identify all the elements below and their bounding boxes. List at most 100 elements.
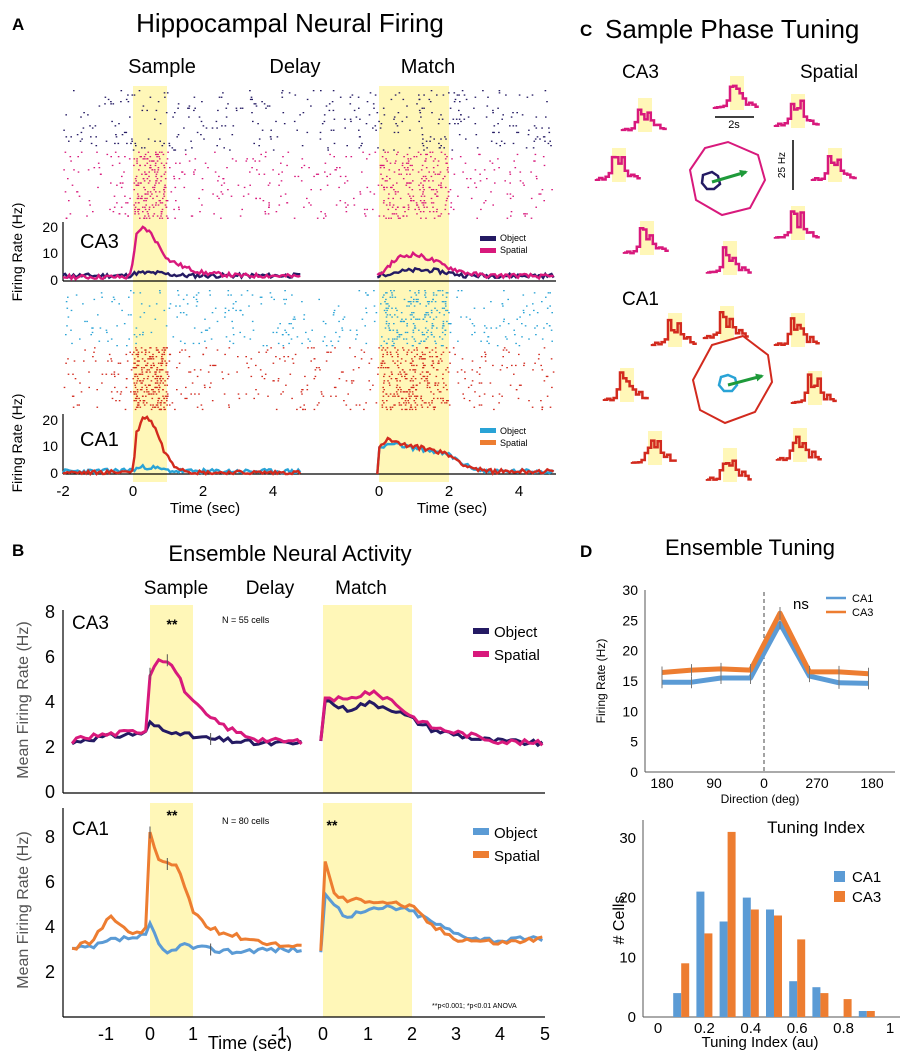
raster-spike (440, 138, 442, 140)
raster-spike (420, 356, 422, 358)
raster-spike (186, 303, 189, 305)
raster-spike (392, 360, 394, 362)
raster-spike (382, 367, 385, 369)
raster-spike (219, 138, 221, 140)
raster-spike (442, 94, 445, 96)
raster-spike (446, 169, 449, 171)
raster-spike (429, 101, 432, 103)
raster-spike (442, 373, 444, 375)
raster-spike (434, 301, 437, 303)
raster-spike (137, 404, 139, 406)
raster-spike (131, 353, 134, 356)
raster-spike (507, 323, 510, 325)
raster-spike (424, 314, 426, 316)
raster-spike (382, 356, 384, 358)
raster-spike (262, 200, 265, 202)
raster-spike (403, 156, 405, 158)
raster-spike (157, 362, 160, 364)
raster-spike (155, 356, 158, 358)
raster-spike (334, 169, 336, 171)
raster-spike (479, 367, 481, 369)
raster-spike (443, 307, 446, 309)
raster-spike (532, 147, 535, 149)
raster-spike (383, 380, 386, 382)
raster-spike (148, 206, 151, 208)
raster-spike (401, 164, 404, 167)
raster-spike (198, 197, 200, 200)
raster-spike (398, 169, 400, 171)
raster-spike (155, 153, 157, 156)
raster-spike (146, 389, 148, 391)
raster-spike (320, 391, 323, 393)
raster-spike (516, 112, 518, 114)
raster-spike (139, 182, 142, 184)
raster-spike (408, 395, 410, 397)
raster-spike (407, 400, 409, 402)
raster-spike (353, 109, 356, 112)
raster-spike (422, 364, 425, 367)
raster-spike (338, 336, 341, 338)
tuning-curve (594, 155, 641, 181)
raster-spike (232, 125, 235, 127)
raster-spike (409, 314, 412, 316)
raster-spike (492, 204, 494, 206)
raster-spike (204, 329, 207, 331)
raster-spike (289, 373, 292, 375)
raster-spike (419, 382, 421, 384)
raster-spike (393, 171, 396, 173)
raster-spike (438, 362, 440, 364)
raster-spike (249, 171, 251, 173)
raster-spike (153, 189, 155, 191)
raster-spike (408, 389, 411, 391)
raster-spike (420, 378, 423, 380)
raster-spike (110, 360, 113, 362)
raster-spike (384, 151, 386, 153)
raster-spike (460, 316, 462, 318)
raster-spike (406, 351, 409, 353)
raster-spike (369, 92, 372, 94)
raster-spike (415, 294, 418, 296)
raster-spike (116, 391, 119, 393)
raster-spike (424, 353, 426, 356)
ytick: 8 (45, 827, 55, 847)
raster-spike (335, 204, 338, 206)
raster-spike (492, 109, 494, 112)
raster-spike (397, 131, 400, 134)
raster-spike (460, 120, 462, 123)
raster-spike (445, 347, 448, 349)
raster-spike (440, 151, 443, 153)
raster-spike (397, 112, 400, 114)
raster-spike (533, 160, 535, 162)
raster-spike (165, 325, 168, 327)
raster-spike (539, 193, 542, 195)
b-ca3-lines (70, 654, 544, 748)
raster-spike (358, 107, 360, 109)
raster-spike (430, 331, 433, 334)
raster-spike (138, 169, 140, 171)
raster-spike (154, 318, 157, 320)
raster-spike (268, 202, 270, 204)
raster-spike (152, 404, 154, 406)
raster-spike (125, 131, 128, 134)
raster-spike (524, 213, 526, 215)
raster-spike (411, 408, 414, 411)
raster-spike (159, 382, 162, 384)
raster-spike (382, 353, 384, 356)
raster-spike (178, 362, 181, 364)
raster-spike (110, 338, 113, 340)
raster-spike (259, 296, 262, 298)
raster-spike (397, 349, 399, 351)
raster-spike (324, 171, 326, 173)
epoch-match: Match (335, 578, 387, 599)
raster-spike (415, 395, 418, 397)
raster-spike (423, 200, 426, 202)
raster-spike (359, 193, 362, 195)
xtick: -2 (56, 483, 69, 500)
raster-spike (135, 180, 137, 182)
xtick: 2 (199, 483, 207, 500)
raster-spike (116, 345, 118, 347)
raster-spike (501, 118, 503, 120)
raster-spike (546, 101, 548, 103)
raster-spike (111, 397, 114, 400)
raster-spike (401, 162, 404, 164)
